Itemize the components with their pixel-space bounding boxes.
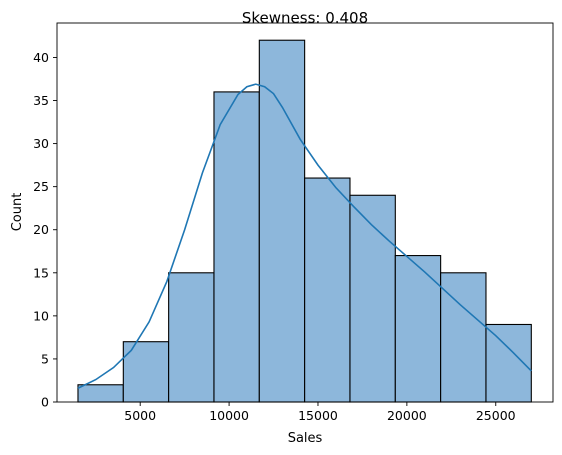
y-tick-label: 40 [33, 50, 49, 65]
x-axis-ticks: 5000 10000 15000 20000 25000 [124, 402, 516, 423]
histogram-bar [213, 91, 260, 403]
x-tick-label: 10000 [209, 408, 249, 423]
x-axis-label: Sales [288, 431, 323, 446]
x-tick-label: 25000 [476, 408, 516, 423]
histogram-bar [349, 194, 396, 403]
y-axis-ticks: 0 5 10 15 20 25 30 35 40 [33, 50, 57, 410]
y-tick-label: 10 [33, 308, 49, 323]
x-tick-label: 5000 [124, 408, 156, 423]
y-tick-label: 30 [33, 136, 49, 151]
y-tick-label: 35 [33, 93, 49, 108]
y-tick-label: 15 [33, 265, 49, 280]
histogram-bar [394, 255, 442, 403]
x-tick-label: 15000 [298, 408, 338, 423]
kde-curve [77, 83, 532, 389]
histogram-bars [77, 39, 532, 403]
histogram-bar [304, 177, 351, 403]
x-tick-label: 20000 [387, 408, 427, 423]
y-tick-label: 25 [33, 179, 49, 194]
histogram-bar [168, 272, 215, 403]
chart-title: Skewness: 0.408 [242, 9, 368, 27]
histogram-bar [77, 384, 124, 403]
y-tick-label: 20 [33, 222, 49, 237]
y-tick-label: 5 [41, 351, 49, 366]
y-tick-label: 0 [41, 395, 49, 410]
y-axis-label: Count [10, 193, 25, 232]
histogram-bar [258, 39, 306, 403]
plot-frame [56, 22, 554, 403]
